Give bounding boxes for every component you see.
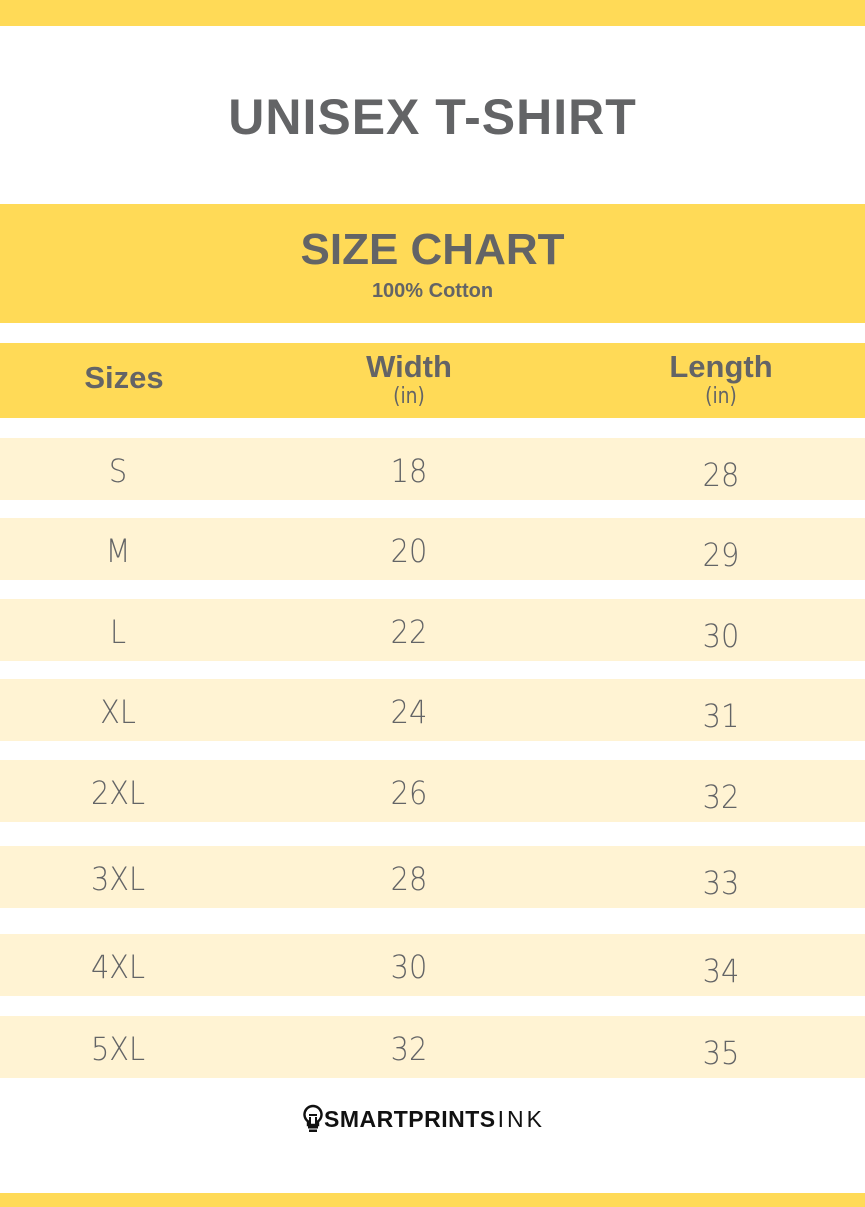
cell-size: 5XL — [90, 1030, 146, 1068]
brand-name-bold: SMARTPRINTS — [324, 1105, 496, 1132]
chart-heading: SIZE CHART — [300, 225, 565, 274]
table-header: Sizes Width (in) Length (in) — [0, 343, 865, 418]
size-chart-banner: SIZE CHART 100% Cotton — [0, 204, 865, 323]
header-length: Length (in) — [641, 349, 801, 409]
cell-width: 28 — [390, 860, 428, 898]
table-row: 5XL 32 35 — [0, 1016, 865, 1078]
header-width: Width (in) — [329, 349, 489, 409]
cell-size: S — [108, 452, 128, 490]
cell-width: 18 — [390, 452, 428, 490]
cell-length: 29 — [702, 536, 740, 574]
cell-width: 20 — [390, 532, 428, 570]
cell-width: 26 — [390, 774, 428, 812]
table-row: 3XL 28 33 — [0, 846, 865, 908]
table-row: S 18 28 — [0, 438, 865, 500]
cell-length: 34 — [702, 952, 740, 990]
page-title: UNISEX T-SHIRT — [228, 89, 637, 145]
cell-width: 30 — [390, 948, 428, 986]
header-width-unit: (in) — [393, 384, 425, 409]
material-label: 100% Cotton — [371, 280, 494, 302]
cell-length: 28 — [702, 456, 740, 494]
cell-length: 35 — [702, 1034, 740, 1072]
cell-size: L — [109, 613, 127, 651]
cell-length: 31 — [702, 697, 740, 735]
cell-size: M — [105, 532, 131, 570]
cell-size: XL — [100, 693, 136, 731]
table-row: M 20 29 — [0, 518, 865, 580]
lightbulb-icon — [303, 1104, 323, 1132]
cell-length: 33 — [702, 864, 740, 902]
table-row: L 22 30 — [0, 599, 865, 661]
cell-width: 24 — [390, 693, 428, 731]
table-row: 2XL 26 32 — [0, 760, 865, 822]
cell-size: 2XL — [90, 774, 146, 812]
cell-length: 30 — [702, 617, 740, 655]
cell-size: 4XL — [90, 948, 146, 986]
cell-size: 3XL — [90, 860, 146, 898]
header-sizes: Sizes — [84, 360, 164, 395]
brand-logo: SMARTPRINTS INK — [302, 1104, 545, 1134]
cell-width: 22 — [390, 613, 428, 651]
table-row: XL 24 31 — [0, 679, 865, 741]
top-bar — [0, 0, 865, 26]
cell-length: 32 — [702, 778, 740, 816]
table-row: 4XL 30 34 — [0, 934, 865, 996]
brand-name-thin: INK — [497, 1105, 545, 1132]
cell-width: 32 — [390, 1030, 428, 1068]
header-length-unit: (in) — [705, 384, 737, 409]
bottom-bar — [0, 1193, 865, 1207]
